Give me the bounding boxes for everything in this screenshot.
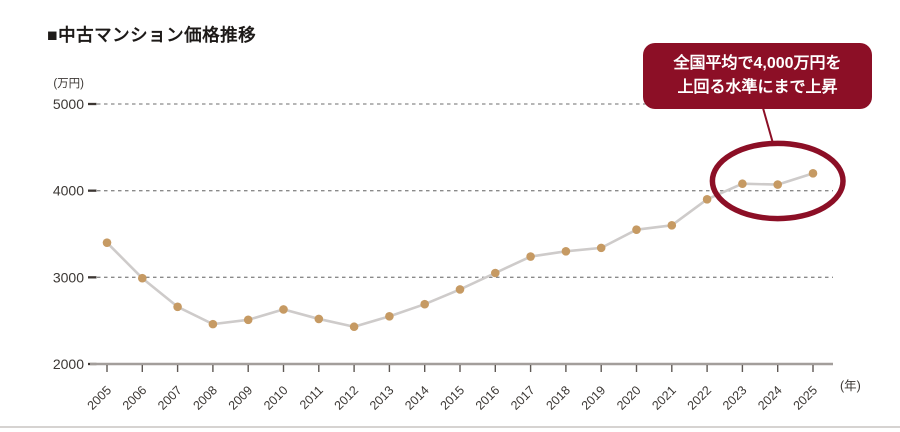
x-axis-year-label: 2024 — [755, 383, 785, 413]
data-point-2010 — [279, 305, 288, 314]
data-point-2023 — [738, 179, 747, 189]
data-point-2019 — [596, 243, 606, 253]
data-point-2020 — [632, 225, 641, 234]
annotation-line-2: 上回る水準にまで上昇 — [677, 79, 838, 96]
x-axis-year-label: 2017 — [508, 383, 538, 413]
x-axis-year-label: 2005 — [85, 383, 115, 413]
x-axis-year-label: 2012 — [332, 383, 362, 413]
data-point-2021 — [667, 221, 677, 230]
data-point-2014 — [420, 299, 430, 309]
data-point-2024 — [773, 180, 782, 189]
x-axis-year-label: 2008 — [190, 383, 220, 413]
x-axis-year-label: 2011 — [297, 383, 326, 412]
y-axis-tick-label: 5000 — [53, 96, 84, 112]
data-point-2025 — [808, 169, 818, 178]
x-axis-year-label: 2023 — [720, 383, 750, 413]
x-axis-year-label: 2009 — [226, 383, 256, 413]
x-axis-year-label: 2013 — [367, 383, 397, 413]
data-point-2006 — [138, 273, 147, 283]
x-axis-year-label: 2016 — [473, 383, 503, 413]
data-point-2009 — [243, 315, 253, 325]
chart-title: ■中古マンション価格推移 — [47, 25, 257, 45]
annotation-callout: 全国平均で4,000万円を 上回る水準にまで上昇 — [643, 43, 872, 109]
data-point-2005 — [102, 238, 112, 247]
data-point-2013 — [385, 312, 394, 321]
data-point-2018 — [561, 247, 571, 256]
bottom-divider — [0, 426, 900, 428]
x-axis-unit-label: (年) — [840, 379, 861, 393]
x-axis-year-label: 2019 — [579, 383, 609, 413]
data-point-2007 — [173, 302, 182, 312]
callout-connector-line — [762, 107, 774, 143]
y-axis-unit-label: (万円) — [53, 78, 84, 90]
x-axis-year-label: 2020 — [614, 383, 644, 413]
x-axis-year-label: 2014 — [402, 383, 432, 413]
x-axis-year-label: 2007 — [155, 383, 185, 413]
x-axis-year-label: 2006 — [120, 383, 150, 413]
data-point-2008 — [208, 319, 218, 329]
x-axis-year-label: 2010 — [261, 383, 291, 413]
y-axis-tick-label: 4000 — [53, 183, 84, 199]
highlight-ellipse — [709, 140, 846, 222]
data-point-2015 — [455, 285, 465, 294]
data-point-2016 — [491, 268, 500, 278]
x-axis-year-label: 2021 — [649, 383, 679, 413]
x-axis-year-label: 2022 — [685, 383, 715, 413]
data-point-2011 — [314, 314, 324, 324]
y-axis-tick-label: 2000 — [53, 356, 84, 372]
data-point-2017 — [526, 252, 535, 261]
x-axis-year-label: 2015 — [438, 383, 468, 413]
x-axis-year-label: 2018 — [543, 383, 573, 413]
data-point-2012 — [349, 322, 359, 332]
x-axis-year-label: 2025 — [791, 383, 821, 413]
data-point-2022 — [702, 195, 712, 204]
annotation-line-1: 全国平均で4,000万円を — [673, 55, 842, 73]
y-axis-tick-label: 3000 — [53, 269, 84, 285]
